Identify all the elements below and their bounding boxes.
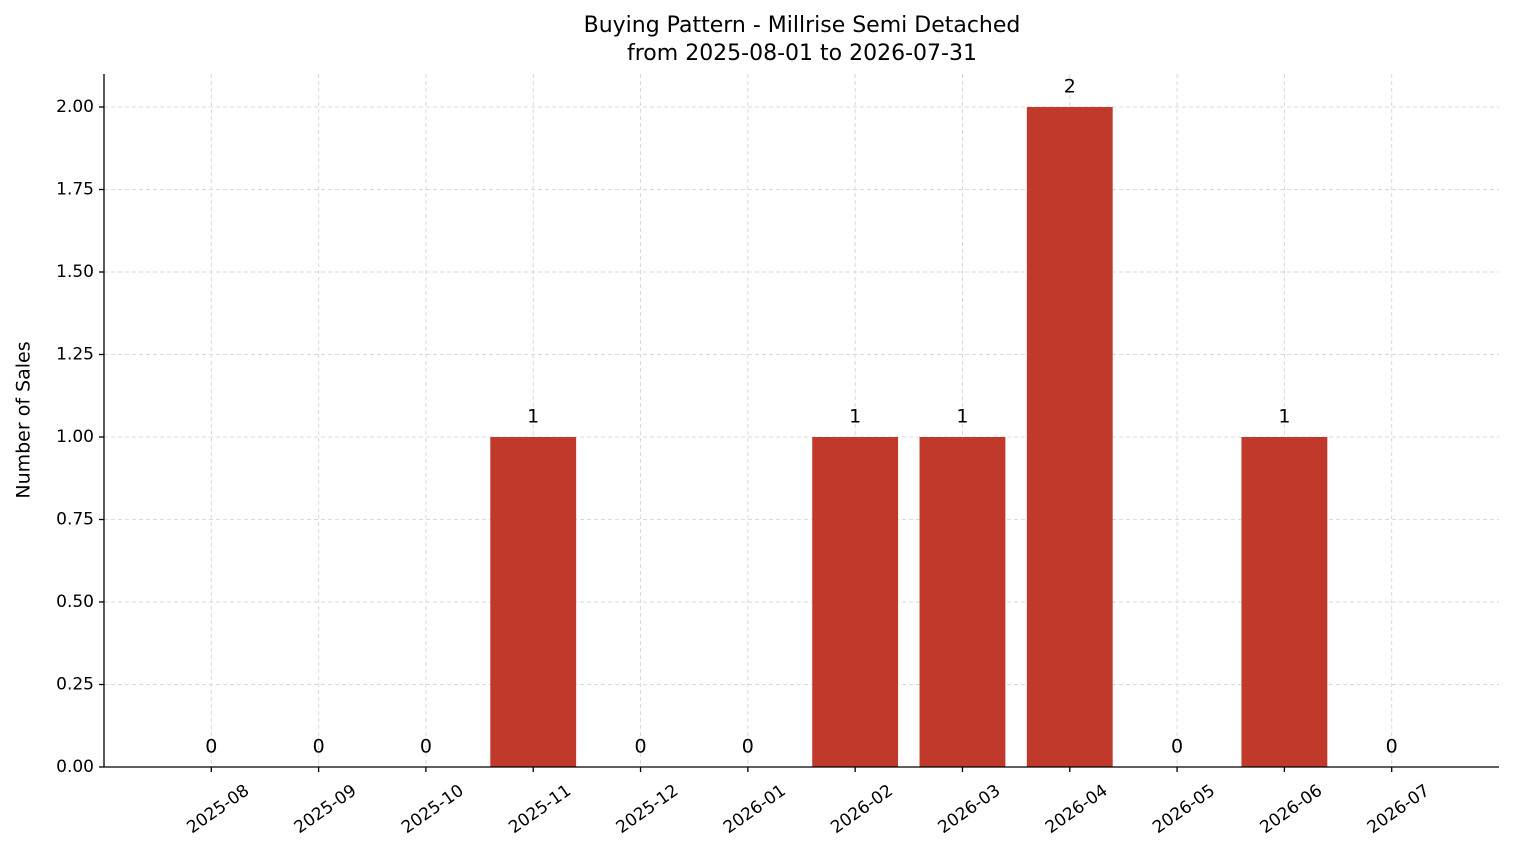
x-tick-label: 2025-10 [398,781,468,838]
x-tick-label: 2025-09 [291,781,361,838]
bar [1026,107,1113,767]
x-tick-label: 2025-08 [183,781,253,838]
chart-title: Buying Pattern - Millrise Semi Detached [584,13,1021,38]
y-axis-label: Number of Sales [13,341,35,498]
chart-subtitle: from 2025-08-01 to 2026-07-31 [627,41,977,66]
data-label: 0 [1171,736,1183,758]
data-label: 0 [313,736,325,758]
data-label: 2 [1064,76,1076,98]
y-tick-label: 1.25 [56,345,94,365]
x-tick-label: 2026-07 [1364,781,1434,838]
y-tick-label: 0.25 [56,675,94,695]
x-tick-label: 2025-12 [613,781,683,838]
x-tick-label: 2026-06 [1256,781,1326,838]
data-label: 0 [1386,736,1398,758]
y-tick-label: 1.50 [56,262,94,282]
y-tick-label: 2.00 [56,97,94,117]
data-label: 0 [634,736,646,758]
data-label: 1 [1278,406,1290,428]
data-label: 1 [849,406,861,428]
bar [490,437,577,767]
data-label: 0 [742,736,754,758]
data-label: 1 [527,406,539,428]
x-tick-label: 2026-02 [827,781,897,838]
x-tick-label: 2026-01 [720,781,790,838]
y-tick-label: 0.75 [56,510,94,530]
data-label: 0 [420,736,432,758]
x-tick-label: 2026-05 [1149,781,1219,838]
data-label: 1 [956,406,968,428]
y-tick-label: 0.00 [56,757,94,777]
bar [1241,437,1328,767]
data-label: 0 [205,736,217,758]
x-tick-label: 2026-04 [1042,781,1112,838]
bar [919,437,1006,767]
x-tick-label: 2025-11 [505,781,575,838]
y-tick-label: 0.50 [56,592,94,612]
x-tick-label: 2026-03 [935,781,1005,838]
y-tick-label: 1.00 [56,427,94,447]
bar [812,437,899,767]
y-tick-label: 1.75 [56,180,94,200]
